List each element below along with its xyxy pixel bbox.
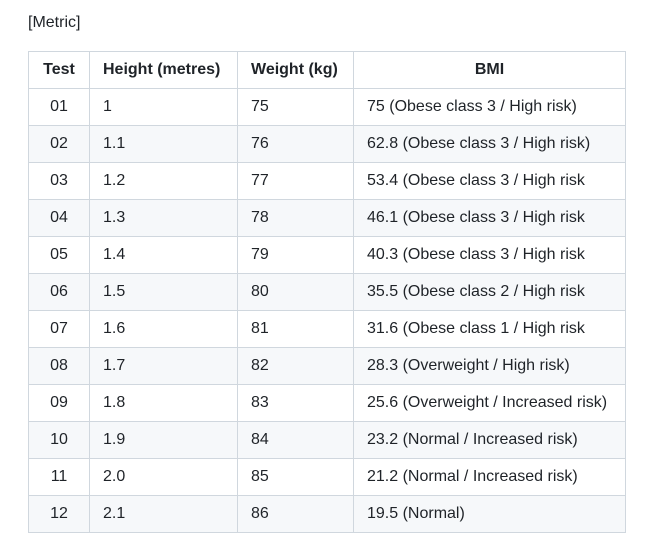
table-row: 06 1.5 80 35.5 (Obese class 2 / High ris…	[28, 273, 626, 311]
cell-bmi: 53.4 (Obese class 3 / High risk	[353, 162, 626, 200]
cell-height: 1.1	[89, 125, 238, 163]
cell-weight: 76	[237, 125, 354, 163]
cell-height: 1.4	[89, 236, 238, 274]
cell-bmi: 75 (Obese class 3 / High risk)	[353, 88, 626, 126]
column-header-weight: Weight (kg)	[237, 51, 354, 89]
cell-weight: 85	[237, 458, 354, 496]
table-row: 08 1.7 82 28.3 (Overweight / High risk)	[28, 347, 626, 385]
cell-test: 06	[28, 273, 90, 311]
cell-test: 09	[28, 384, 90, 422]
table-row: 01 1 75 75 (Obese class 3 / High risk)	[28, 88, 626, 126]
cell-height: 1	[89, 88, 238, 126]
cell-height: 1.5	[89, 273, 238, 311]
table-row: 03 1.2 77 53.4 (Obese class 3 / High ris…	[28, 162, 626, 200]
cell-test: 04	[28, 199, 90, 237]
cell-bmi: 46.1 (Obese class 3 / High risk	[353, 199, 626, 237]
cell-test: 11	[28, 458, 90, 496]
table-row: 12 2.1 86 19.5 (Normal)	[28, 495, 626, 533]
table-row: 09 1.8 83 25.6 (Overweight / Increased r…	[28, 384, 626, 422]
cell-weight: 77	[237, 162, 354, 200]
cell-weight: 79	[237, 236, 354, 274]
cell-height: 1.6	[89, 310, 238, 348]
column-header-height: Height (metres)	[89, 51, 238, 89]
cell-weight: 81	[237, 310, 354, 348]
cell-bmi: 23.2 (Normal / Increased risk)	[353, 421, 626, 459]
cell-weight: 83	[237, 384, 354, 422]
bmi-table: Test Height (metres) Weight (kg) BMI 01 …	[28, 51, 626, 533]
table-row: 04 1.3 78 46.1 (Obese class 3 / High ris…	[28, 199, 626, 237]
cell-bmi: 28.3 (Overweight / High risk)	[353, 347, 626, 385]
cell-bmi: 21.2 (Normal / Increased risk)	[353, 458, 626, 496]
cell-weight: 86	[237, 495, 354, 533]
table-row: 10 1.9 84 23.2 (Normal / Increased risk)	[28, 421, 626, 459]
cell-bmi: 19.5 (Normal)	[353, 495, 626, 533]
table-row: 07 1.6 81 31.6 (Obese class 1 / High ris…	[28, 310, 626, 348]
cell-height: 1.2	[89, 162, 238, 200]
cell-height: 2.1	[89, 495, 238, 533]
cell-test: 01	[28, 88, 90, 126]
cell-bmi: 25.6 (Overweight / Increased risk)	[353, 384, 626, 422]
cell-height: 1.8	[89, 384, 238, 422]
cell-weight: 78	[237, 199, 354, 237]
cell-weight: 80	[237, 273, 354, 311]
cell-weight: 84	[237, 421, 354, 459]
cell-weight: 82	[237, 347, 354, 385]
cell-test: 07	[28, 310, 90, 348]
table-row: 05 1.4 79 40.3 (Obese class 3 / High ris…	[28, 236, 626, 274]
cell-weight: 75	[237, 88, 354, 126]
cell-height: 2.0	[89, 458, 238, 496]
cell-test: 10	[28, 421, 90, 459]
table-row: 02 1.1 76 62.8 (Obese class 3 / High ris…	[28, 125, 626, 163]
cell-height: 1.3	[89, 199, 238, 237]
cell-test: 05	[28, 236, 90, 274]
cell-bmi: 62.8 (Obese class 3 / High risk)	[353, 125, 626, 163]
column-header-test: Test	[28, 51, 90, 89]
column-header-bmi: BMI	[353, 51, 626, 89]
cell-bmi: 31.6 (Obese class 1 / High risk	[353, 310, 626, 348]
cell-bmi: 40.3 (Obese class 3 / High risk	[353, 236, 626, 274]
cell-height: 1.7	[89, 347, 238, 385]
table-row: 11 2.0 85 21.2 (Normal / Increased risk)	[28, 458, 626, 496]
cell-test: 12	[28, 495, 90, 533]
cell-test: 02	[28, 125, 90, 163]
cell-height: 1.9	[89, 421, 238, 459]
cell-test: 03	[28, 162, 90, 200]
table-header-row: Test Height (metres) Weight (kg) BMI	[28, 51, 626, 89]
table-heading: [Metric]	[28, 14, 81, 31]
cell-bmi: 35.5 (Obese class 2 / High risk	[353, 273, 626, 311]
cell-test: 08	[28, 347, 90, 385]
